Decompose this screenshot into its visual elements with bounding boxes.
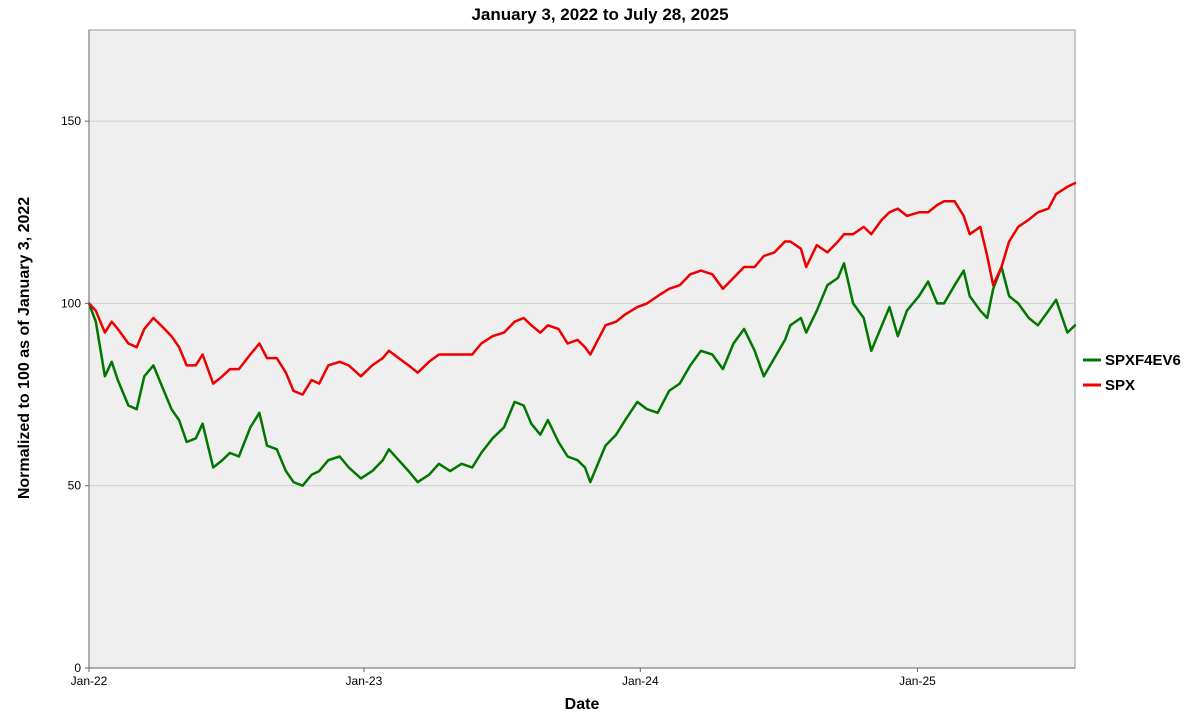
x-tick-label-Jan-23: Jan-23 <box>346 674 383 688</box>
series-line-spx <box>87 181 1077 396</box>
chart-title: January 3, 2022 to July 28, 2025 <box>471 5 728 24</box>
x-tick-label-Jan-22: Jan-22 <box>71 674 108 688</box>
axes <box>88 30 1075 669</box>
plot-area <box>88 29 1076 669</box>
series-line-spxf4ev6 <box>87 262 1077 487</box>
y-tick-label-0: 0 <box>74 661 81 675</box>
x-tick-label-Jan-24: Jan-24 <box>622 674 659 688</box>
y-tick-label-150: 150 <box>61 114 81 128</box>
x-axis-label: Date <box>565 696 600 713</box>
legend-label-spx: SPX <box>1105 377 1135 394</box>
legend: SPXF4EV6 SPX <box>1083 352 1181 394</box>
x-tick-label-Jan-25: Jan-25 <box>899 674 936 688</box>
grid-lines <box>89 120 1075 487</box>
x-ticks: Jan-22 Jan-23 Jan-24 Jan-25 <box>71 668 936 688</box>
y-tick-label-50: 50 <box>68 479 82 493</box>
y-tick-label-100: 100 <box>61 296 81 310</box>
series-lines <box>87 181 1077 487</box>
y-axis-label: Normalized to 100 as of January 3, 2022 <box>16 197 33 499</box>
legend-label-spxf4ev6: SPXF4EV6 <box>1105 352 1181 369</box>
y-ticks: 0 50 100 150 <box>61 114 89 675</box>
